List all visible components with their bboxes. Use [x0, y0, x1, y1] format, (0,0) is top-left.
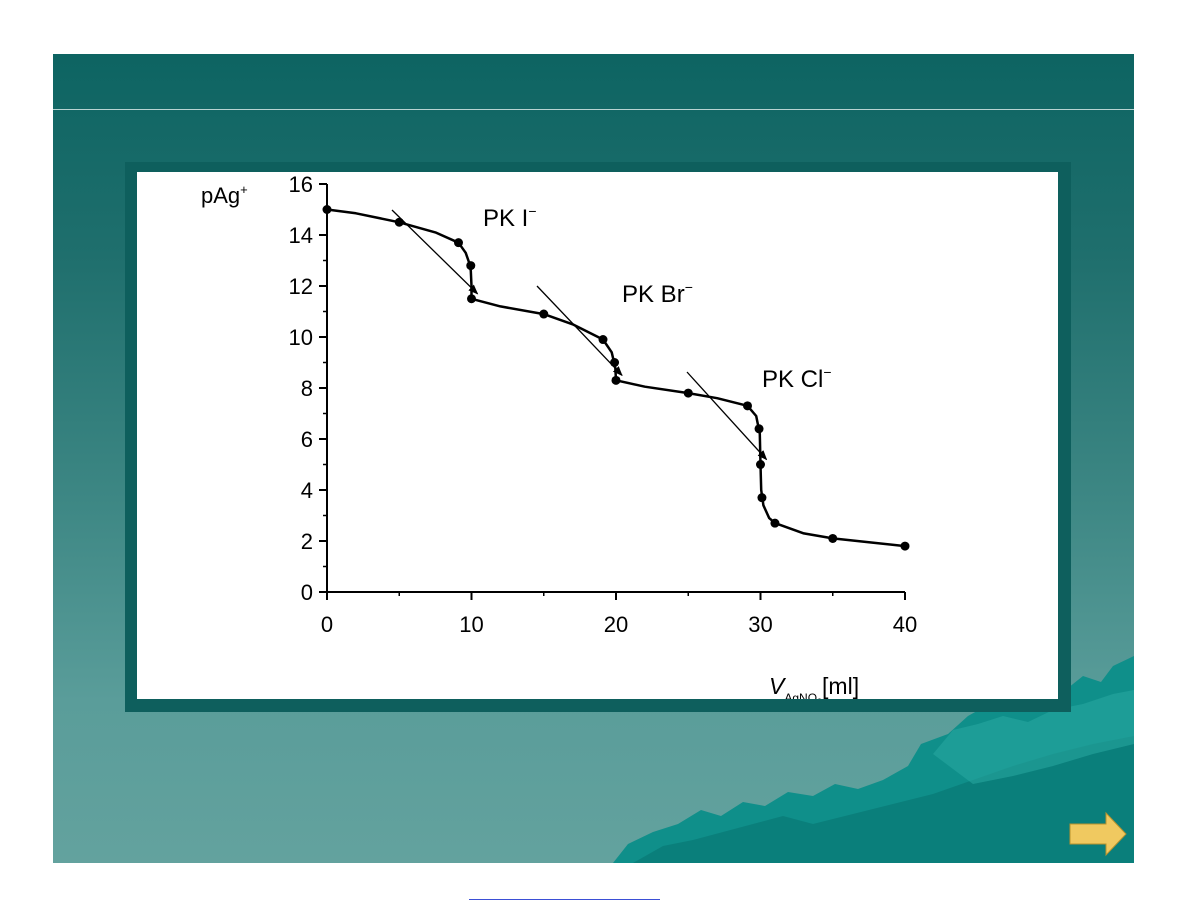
- annotation-label: PK Cl−: [762, 364, 832, 393]
- annotation-arrow: [536, 285, 623, 377]
- annotation-label: PK Br−: [622, 279, 693, 308]
- annotation-arrow: [391, 209, 479, 295]
- y-tick-label: 4: [301, 478, 313, 503]
- data-point: [394, 217, 404, 227]
- slide-title-area: [53, 54, 1134, 110]
- data-point: [611, 375, 621, 385]
- points: [322, 205, 910, 551]
- chart-frame: 0 2 4 6 8 10 12 14 16 0 10 20 30 40 PK I− PK Br− PK Cl−…: [125, 162, 1071, 712]
- y-tick-label: 10: [289, 325, 313, 350]
- x-tick-label: 20: [604, 612, 628, 637]
- annotations: PK I− PK Br− PK Cl−: [391, 203, 832, 461]
- annotation-label: PK I−: [483, 203, 537, 232]
- data-point: [754, 424, 764, 434]
- data-point: [466, 261, 476, 271]
- data-point: [598, 335, 608, 345]
- footer-link[interactable]: [469, 899, 660, 900]
- x-tick-label: 0: [321, 612, 333, 637]
- y-tick-label: 0: [301, 580, 313, 605]
- data-point: [770, 518, 780, 528]
- right-arrow-icon: [1069, 811, 1127, 857]
- y-tick-label: 8: [301, 376, 313, 401]
- data-point: [322, 205, 332, 214]
- data-point: [828, 533, 838, 543]
- y-axis-label: pAg+: [201, 182, 248, 208]
- ticks: 0 2 4 6 8 10 12 14 16 0 10 20 30 40: [289, 172, 918, 637]
- next-slide-button[interactable]: [1068, 811, 1128, 857]
- x-tick-label: 40: [893, 612, 917, 637]
- annotation-arrow: [686, 371, 768, 461]
- x-tick-label: 10: [459, 612, 483, 637]
- x-axis-label: VAgNO3[ml]: [769, 673, 859, 699]
- titration-chart: 0 2 4 6 8 10 12 14 16 0 10 20 30 40 PK I− PK Br− PK Cl−…: [201, 172, 918, 699]
- y-tick-label: 2: [301, 529, 313, 554]
- x-tick-label: 30: [748, 612, 772, 637]
- data-point: [453, 238, 463, 248]
- data-point: [756, 460, 765, 469]
- data-point: [742, 401, 752, 411]
- y-tick-label: 16: [289, 172, 313, 197]
- slide-background: 0 2 4 6 8 10 12 14 16 0 10 20 30 40 PK I− PK Br− PK Cl−…: [53, 54, 1134, 863]
- data-point: [539, 309, 549, 319]
- chart-panel: 0 2 4 6 8 10 12 14 16 0 10 20 30 40 PK I− PK Br− PK Cl−…: [137, 172, 1058, 699]
- data-point: [757, 493, 767, 503]
- y-tick-label: 6: [301, 427, 313, 452]
- data-point: [683, 388, 693, 398]
- data-point: [900, 541, 910, 551]
- y-tick-label: 12: [289, 274, 313, 299]
- data-point: [467, 294, 476, 304]
- y-tick-label: 14: [289, 223, 313, 248]
- data-point: [610, 358, 620, 367]
